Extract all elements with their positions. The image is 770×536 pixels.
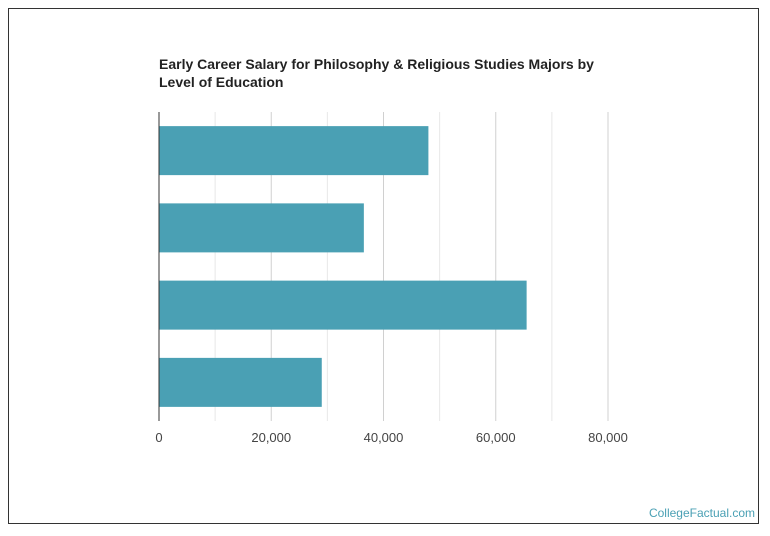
x-tick-label: 60,000 bbox=[476, 430, 516, 445]
chart-title: Early Career Salary for Philosophy & Rel… bbox=[159, 56, 594, 90]
bar-2[interactable] bbox=[159, 203, 364, 253]
bars bbox=[159, 126, 527, 407]
x-tick-labels: 0 20,000 40,000 60,000 80,000 bbox=[155, 430, 628, 445]
x-tick-label: 0 bbox=[155, 430, 162, 445]
bar-4[interactable] bbox=[159, 357, 322, 407]
bar-3[interactable] bbox=[159, 280, 527, 330]
source-credit[interactable]: CollegeFactual.com bbox=[648, 506, 755, 520]
bar-1[interactable] bbox=[159, 126, 429, 176]
x-tick-label: 40,000 bbox=[364, 430, 404, 445]
x-tick-label: 20,000 bbox=[251, 430, 291, 445]
x-tick-label: 80,000 bbox=[588, 430, 628, 445]
